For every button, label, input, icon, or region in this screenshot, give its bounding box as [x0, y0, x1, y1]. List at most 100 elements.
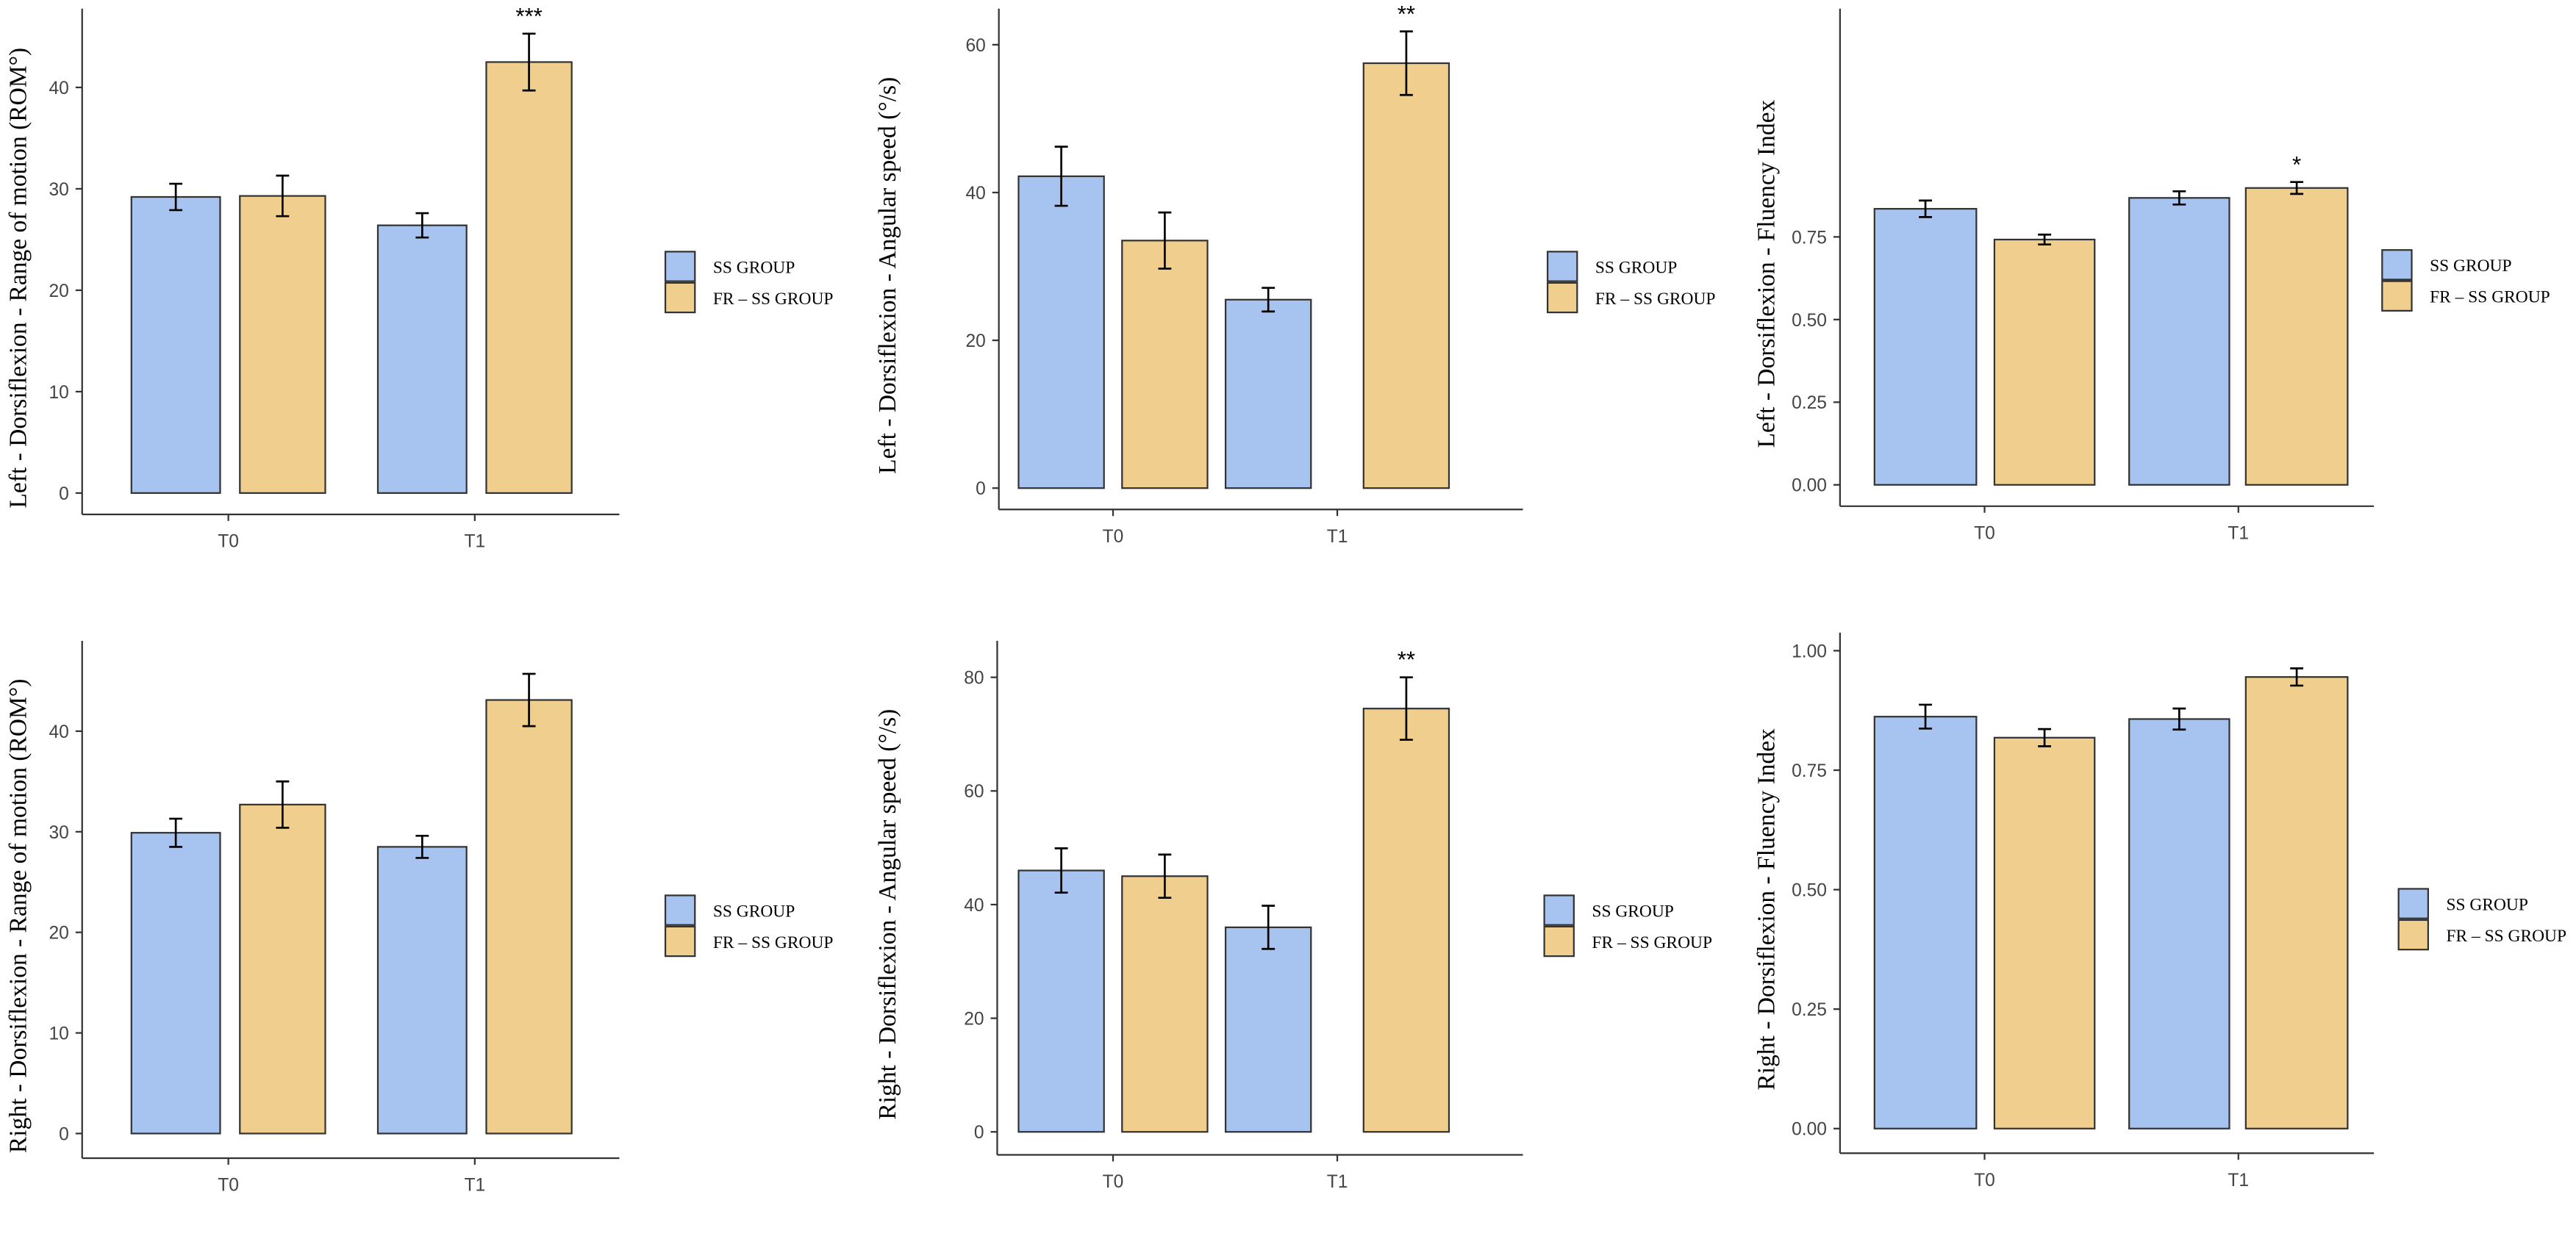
legend-swatch-fr-ss — [664, 281, 696, 314]
x-tick-label: T0 — [1103, 527, 1124, 547]
y-tick-label: 20 — [49, 281, 69, 301]
legend-label: SS GROUP — [1595, 258, 1677, 277]
y-tick-label: 0.25 — [1792, 1000, 1827, 1020]
x-tick-label: T1 — [2228, 1171, 2249, 1190]
y-tick-label: 0.75 — [1792, 228, 1827, 248]
y-tick-label: 60 — [964, 782, 984, 802]
legend-label: FR – SS GROUP — [1595, 290, 1716, 309]
legend-swatch-ss — [2397, 888, 2429, 919]
legend-swatch-fr-ss — [2397, 919, 2429, 951]
legend-label: SS GROUP — [2446, 896, 2527, 915]
legend-swatch-ss — [1543, 894, 1575, 926]
legend-label: SS GROUP — [713, 258, 795, 277]
x-tick-label: T0 — [218, 532, 239, 552]
x-tick-label: T1 — [464, 1176, 485, 1196]
y-tick-label: 30 — [49, 180, 69, 200]
bar-fr-ss-t0 — [239, 195, 326, 495]
legend-label: FR – SS GROUP — [713, 290, 834, 309]
bar-ss-t1 — [2128, 718, 2230, 1130]
legend-label: SS GROUP — [1592, 902, 1673, 921]
legend-swatch-fr-ss — [1543, 925, 1575, 958]
y-tick-label: 0.75 — [1792, 761, 1827, 781]
x-tick-label: T1 — [2228, 524, 2249, 544]
bar-fr-ss-t1 — [2244, 676, 2349, 1130]
legend-swatch-fr-ss — [1546, 281, 1578, 314]
legend-swatch-ss — [664, 251, 696, 282]
x-tick-label: T0 — [218, 1176, 239, 1196]
chart-panel-4: 0 10 20 30 40 Right - Dorsiflexion - Range of… — [5, 641, 834, 1196]
bar-ss-t0 — [130, 195, 221, 495]
bar-ss-t1 — [376, 224, 468, 495]
x-tick-label: T0 — [1974, 524, 1995, 544]
bar-ss-t0 — [1017, 869, 1105, 1133]
chart-panel-6: 0.00 0.25 0.50 0.75 1.00 Right - Dorsiflexion… — [1753, 632, 2566, 1190]
y-tick-label: 0.50 — [1792, 881, 1827, 901]
y-tick-label: 20 — [965, 331, 985, 351]
significance-marker: ** — [1398, 1, 1415, 26]
y-tick-label: 40 — [964, 896, 984, 916]
bar-fr-ss-t1 — [485, 699, 573, 1135]
y-tick-label: 0.25 — [1792, 393, 1827, 413]
y-tick-label: 20 — [49, 924, 69, 944]
y-axis-label: Right - Dorsiflexion - Fluency Index — [1753, 728, 1780, 1091]
legend-swatch-fr-ss — [2381, 280, 2413, 312]
legend-swatch-fr-ss — [664, 925, 696, 958]
y-axis-label: Left - Dorsiflexion - Angular speed (°/s… — [874, 77, 901, 474]
chart-panel-2: 0 20 40 60 Left - Dorsiflexion - Angular spe… — [874, 1, 1716, 547]
legend-label: FR – SS GROUP — [2446, 927, 2566, 946]
legend-label: FR – SS GROUP — [2430, 288, 2550, 307]
x-tick-label: T0 — [1103, 1172, 1124, 1192]
legend-label: SS GROUP — [713, 902, 795, 921]
y-tick-label: 0.50 — [1792, 311, 1827, 331]
y-tick-label: 0.00 — [1792, 476, 1827, 496]
y-tick-label: 0 — [976, 479, 986, 499]
y-tick-label: 10 — [49, 1024, 69, 1044]
bar-ss-t1 — [1224, 926, 1312, 1133]
legend-swatch-ss — [664, 894, 696, 926]
x-tick-label: T0 — [1974, 1171, 1995, 1190]
significance-marker: * — [2292, 151, 2301, 177]
bar-ss-t0 — [130, 832, 221, 1135]
bar-ss-t0 — [1873, 716, 1978, 1130]
bar-ss-t1 — [2128, 197, 2230, 486]
legend-swatch-ss — [1546, 251, 1578, 282]
bar-ss-t0 — [1873, 208, 1978, 486]
y-tick-label: 60 — [965, 36, 985, 56]
y-axis-label: Left - Dorsiflexion - Range of motion (R… — [5, 48, 32, 509]
legend-label: FR – SS GROUP — [713, 933, 834, 952]
bar-ss-t1 — [1224, 298, 1312, 489]
bar-fr-ss-t1 — [485, 61, 573, 495]
y-tick-label: 40 — [49, 79, 69, 98]
y-tick-label: 20 — [964, 1010, 984, 1030]
y-tick-label: 0 — [59, 484, 69, 504]
y-tick-label: 0 — [59, 1124, 69, 1144]
y-tick-label: 80 — [964, 669, 984, 689]
legend-label: SS GROUP — [2430, 256, 2511, 276]
y-tick-label: 0 — [974, 1123, 984, 1143]
bar-fr-ss-t0 — [1121, 240, 1209, 489]
bar-fr-ss-t1 — [1362, 708, 1450, 1133]
chart-panel-1: 0 10 20 30 40 Left - Dorsiflexion - Range of … — [5, 3, 834, 551]
significance-marker: ** — [1398, 647, 1415, 672]
x-tick-label: T1 — [1327, 1172, 1348, 1192]
y-tick-label: 0.00 — [1792, 1120, 1827, 1140]
bar-fr-ss-t1 — [2244, 187, 2349, 486]
bar-ss-t1 — [376, 846, 468, 1135]
y-tick-label: 40 — [965, 184, 985, 204]
bar-fr-ss-t0 — [239, 803, 326, 1135]
y-axis-label: Left - Dorsiflexion - Fluency Index — [1753, 99, 1780, 448]
x-tick-label: T1 — [464, 532, 485, 552]
chart-panel-5: 0 20 40 60 80 Right - Dorsiflexion - Angular … — [874, 641, 1712, 1192]
bar-fr-ss-t0 — [1121, 875, 1209, 1133]
legend-label: FR – SS GROUP — [1592, 933, 1712, 952]
x-tick-label: T1 — [1327, 527, 1348, 547]
bar-fr-ss-t1 — [1362, 62, 1450, 489]
y-tick-label: 1.00 — [1792, 642, 1827, 661]
y-tick-label: 40 — [49, 722, 69, 742]
chart-panel-3: 0.00 0.25 0.50 0.75 Left - Dorsiflexion - Fl… — [1753, 8, 2550, 544]
significance-marker: *** — [515, 3, 543, 29]
bar-ss-t0 — [1017, 175, 1105, 489]
y-tick-label: 10 — [49, 383, 69, 403]
y-axis-label: Right - Dorsiflexion - Angular speed (°/… — [874, 709, 901, 1120]
